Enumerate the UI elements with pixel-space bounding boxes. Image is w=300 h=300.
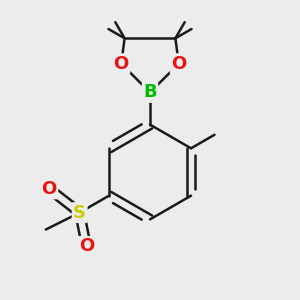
Text: B: B — [143, 83, 157, 101]
Text: O: O — [114, 55, 129, 73]
Text: O: O — [171, 55, 186, 73]
Text: O: O — [42, 180, 57, 198]
Text: S: S — [73, 204, 86, 222]
Text: O: O — [79, 238, 94, 256]
